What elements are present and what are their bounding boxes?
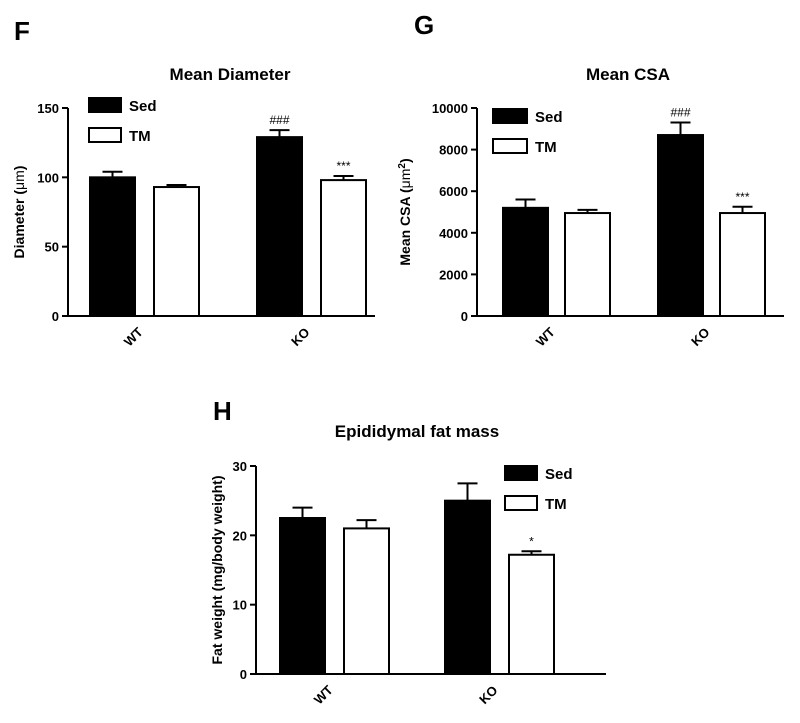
y-axis-label-prefix: Mean CSA ( [397, 188, 413, 266]
y-tick-label: 20 [233, 528, 247, 543]
legend-swatch [492, 108, 528, 124]
y-tick-label: 0 [52, 309, 59, 324]
bar-tm-wt [564, 212, 611, 317]
y-tick-label: 6000 [439, 184, 468, 199]
bar-sed-wt [502, 206, 549, 317]
y-tick-label: 0 [461, 309, 468, 324]
bar-tm-ko [320, 179, 367, 317]
bar-tm-wt [153, 186, 200, 317]
x-category-label: KO [476, 683, 500, 707]
bar-sed-ko [256, 136, 303, 317]
chart-title: Mean CSA [586, 65, 670, 84]
y-tick-label: 8000 [439, 143, 468, 158]
legend-swatch [492, 138, 528, 154]
chart-title: Epididymal fat mass [335, 422, 499, 441]
bar-sed-wt [89, 176, 136, 317]
significance-marker: ### [670, 106, 690, 120]
x-category-label: WT [121, 324, 146, 349]
y-tick-label: 2000 [439, 267, 468, 282]
y-tick-label: 150 [37, 101, 59, 116]
legend-label: TM [545, 496, 567, 513]
y-axis-label: Fat weight (mg/body weight) [209, 476, 225, 665]
significance-marker: * [529, 534, 534, 548]
x-category-label: KO [688, 325, 712, 349]
legend-label: Sed [129, 98, 157, 115]
x-category-label: WT [311, 682, 336, 707]
legend-swatch [88, 97, 122, 113]
chart-title: Mean Diameter [170, 65, 291, 84]
chart-panel-g: G Mean CSA 0 2000 4000 6000 8000 10000 Mean CSA … [397, 10, 784, 349]
bar-sed-ko [444, 499, 491, 675]
y-axis-label-unit: μm [11, 170, 27, 190]
legend-label: TM [129, 128, 151, 145]
legend-swatch [504, 465, 538, 481]
legend-swatch [88, 127, 122, 143]
y-axis-label-sup: 2 [397, 163, 408, 169]
significance-marker: ### [269, 113, 289, 127]
legend-label: Sed [535, 109, 563, 126]
panel-letter: G [414, 10, 434, 40]
y-axis-label-suffix: ) [397, 158, 413, 163]
y-tick-label: 10 [233, 598, 247, 613]
bar-tm-ko [508, 553, 555, 675]
y-tick-label: 100 [37, 170, 59, 185]
y-axis-label: Mean CSA (μm2) [397, 158, 414, 265]
bar-sed-ko [657, 134, 704, 317]
panel-letter: F [14, 16, 30, 46]
y-axis-label-unit: μm [397, 169, 413, 189]
x-category-label: WT [533, 324, 558, 349]
significance-marker: *** [735, 190, 749, 204]
y-tick-label: 0 [240, 667, 247, 682]
panel-letter: H [213, 396, 232, 426]
y-axis-label-prefix: Fat weight (mg/body weight) [209, 476, 225, 665]
y-tick-label: 4000 [439, 226, 468, 241]
legend-label: Sed [545, 466, 573, 483]
significance-marker: *** [336, 159, 350, 173]
bar-tm-wt [343, 527, 390, 676]
legend-swatch [504, 495, 538, 511]
y-axis-label-prefix: Diameter ( [11, 190, 27, 259]
y-tick-label: 10000 [432, 101, 468, 116]
y-axis-label-suffix: ) [11, 166, 27, 171]
bar-sed-wt [279, 517, 326, 675]
y-axis-label: Diameter (μm) [11, 166, 27, 259]
chart-panel-h: H Epididymal fat mass 0 10 20 30 Fat weight (m… [209, 396, 606, 707]
bar-tm-ko [719, 212, 766, 317]
y-tick-label: 30 [233, 459, 247, 474]
y-tick-label: 50 [45, 240, 59, 255]
chart-panel-f: F Mean Diameter 0 50 100 150 Diameter (μm) WT ##… [11, 16, 375, 349]
legend-label: TM [535, 139, 557, 156]
x-category-label: KO [288, 325, 312, 349]
